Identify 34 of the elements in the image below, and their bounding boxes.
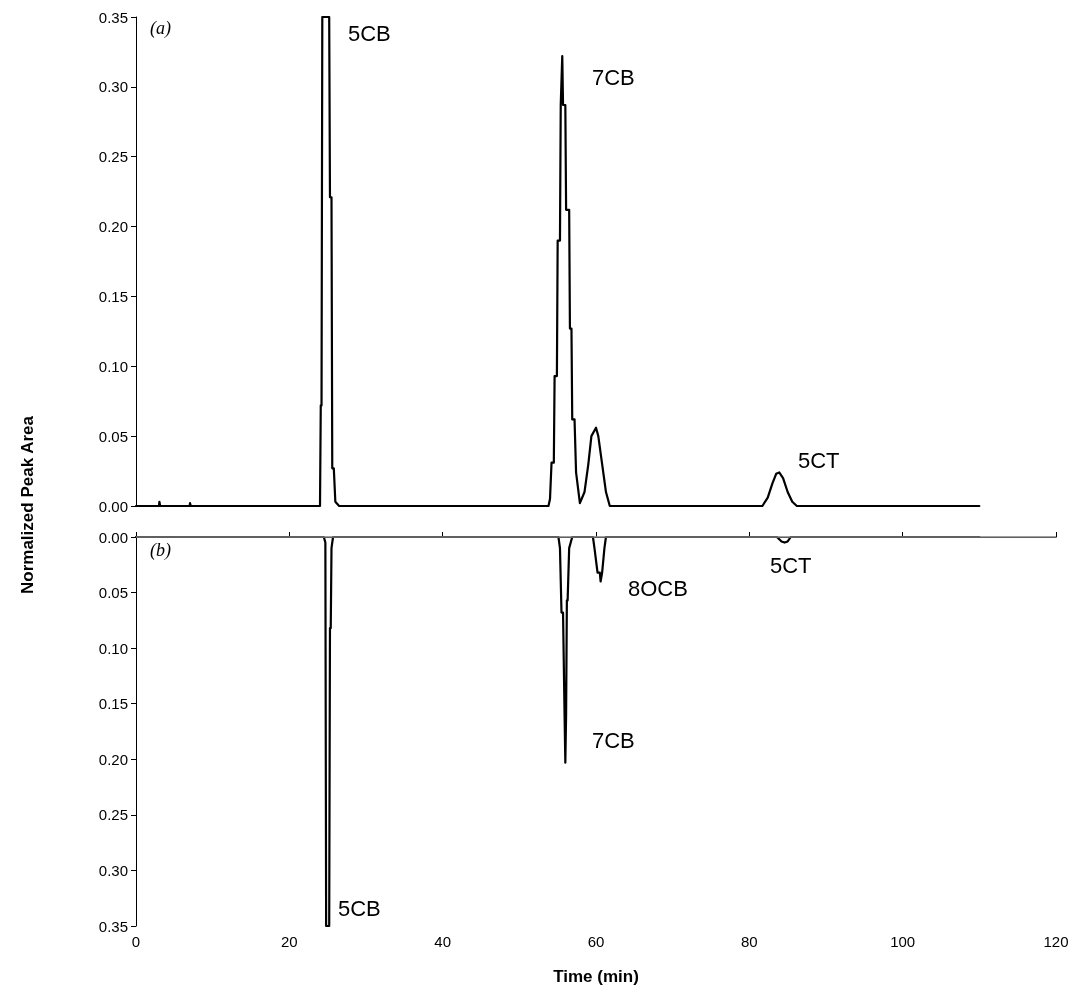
x-tick-label: 60 bbox=[587, 933, 605, 950]
annotation: 8OCB bbox=[628, 575, 688, 601]
y-tick-label: 0.15 bbox=[98, 287, 128, 305]
y-tick-label: 0.20 bbox=[98, 750, 128, 768]
y-tick-label: 0.05 bbox=[98, 584, 128, 602]
x-tick-label: 40 bbox=[434, 933, 452, 950]
y-tick-label: 0.30 bbox=[98, 861, 128, 879]
y-tick-label: 0.10 bbox=[98, 639, 128, 657]
annotation: (b) bbox=[150, 540, 171, 561]
y-tick-label: 0.35 bbox=[98, 917, 128, 935]
x-tick-label: 100 bbox=[890, 933, 916, 950]
x-tick-label: 0 bbox=[131, 933, 141, 950]
annotation: 5CT bbox=[798, 447, 840, 473]
y-tick-label: 0.00 bbox=[98, 528, 128, 546]
x-tick-label: 120 bbox=[1043, 933, 1069, 950]
y-axis-title: Normalized Peak Area bbox=[18, 416, 38, 594]
x-tick-label: 20 bbox=[280, 933, 298, 950]
x-axis-title: Time (min) bbox=[553, 967, 639, 986]
y-tick-label: 0.25 bbox=[98, 148, 128, 166]
y-tick-label: 0.35 bbox=[98, 8, 128, 26]
annotation: 7CB bbox=[592, 727, 635, 753]
y-tick-label: 0.20 bbox=[98, 218, 128, 236]
y-tick-label: 0.25 bbox=[98, 806, 128, 824]
annotation: 7CB bbox=[592, 64, 635, 90]
annotation: 5CB bbox=[338, 895, 381, 921]
y-tick-label: 0.05 bbox=[98, 427, 128, 445]
y-tick-label: 0.10 bbox=[98, 357, 128, 375]
annotation: (a) bbox=[150, 18, 171, 39]
annotation: 5CB bbox=[348, 20, 391, 46]
y-tick-label: 0.30 bbox=[98, 78, 128, 96]
y-tick-label: 0.00 bbox=[98, 497, 128, 515]
y-tick-label: 0.15 bbox=[98, 695, 128, 713]
x-tick-label: 80 bbox=[740, 933, 758, 950]
annotation: 5CT bbox=[770, 552, 812, 578]
